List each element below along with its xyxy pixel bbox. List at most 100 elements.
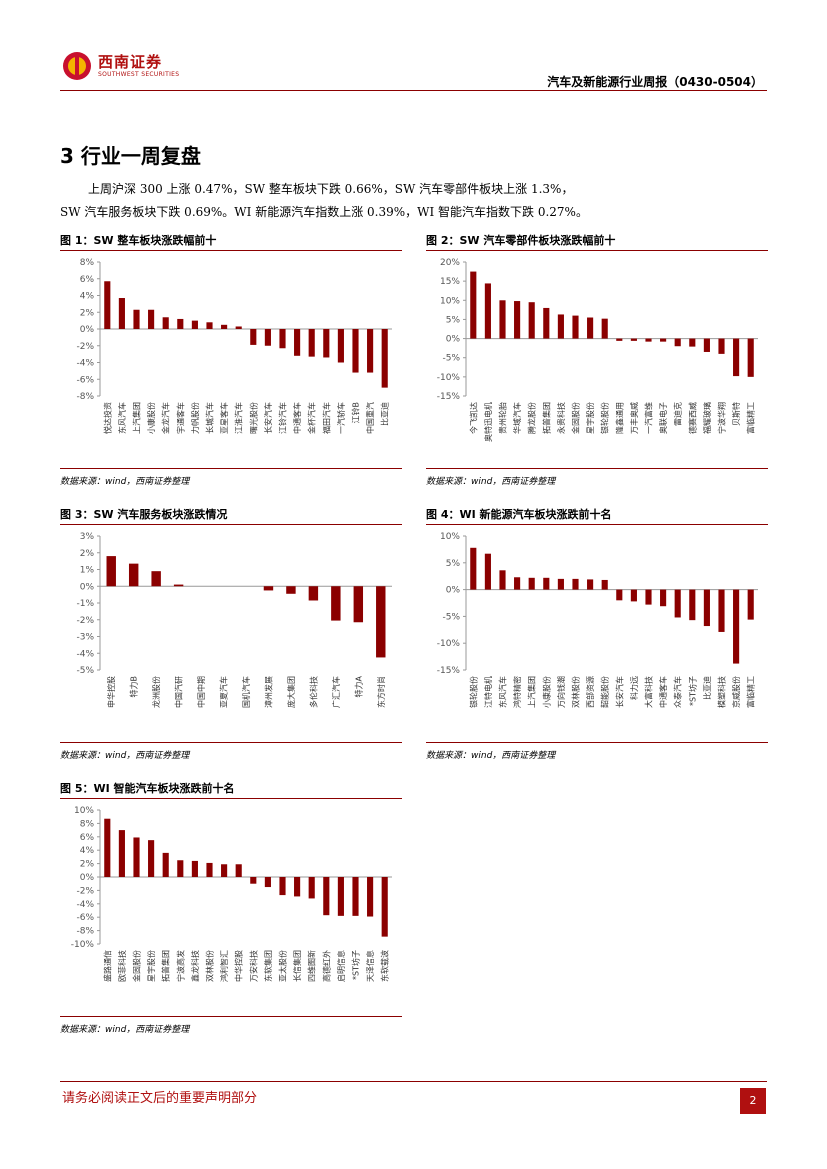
- category-label: 江淮汽车: [234, 402, 244, 434]
- category-label: 银轮股份: [468, 676, 478, 708]
- bar: [470, 547, 477, 590]
- bar: [323, 329, 330, 358]
- y-tick-label: -8%: [76, 927, 94, 937]
- category-label: 长安汽车: [614, 676, 624, 708]
- bar: [557, 578, 564, 590]
- category-label: 星宇股份: [146, 950, 156, 982]
- category-label: 中国重汽: [365, 402, 375, 434]
- category-label: 大富科技: [644, 676, 654, 708]
- y-tick-label: -1%: [76, 599, 94, 609]
- bar: [601, 318, 608, 339]
- bar: [689, 338, 696, 347]
- y-tick-label: -6%: [76, 375, 94, 385]
- category-label: 长安汽车: [263, 402, 273, 434]
- logo-mark-icon: [63, 52, 91, 80]
- bar: [106, 556, 116, 587]
- logo-text-cn: 西南证券: [98, 53, 163, 71]
- bar: [286, 586, 296, 594]
- bar: [381, 329, 388, 388]
- category-label: 东风汽车: [117, 402, 127, 434]
- category-label: 特力A: [353, 675, 363, 697]
- chart-svg: -10% -8% -6% -4% -2% 0% 2% 4% 6% 8% 10% 盛路通信 欧菲科技 金固股…: [71, 806, 392, 982]
- category-label: 小康股份: [146, 402, 156, 434]
- y-tick-label: 4%: [80, 846, 95, 856]
- figure-3-title: 图 3：SW 汽车服务板块涨跌情况: [60, 508, 228, 521]
- category-label: 亚星客车: [219, 402, 229, 434]
- bar: [630, 338, 637, 341]
- bar: [308, 586, 319, 601]
- category-label: *ST坊子: [351, 950, 361, 980]
- category-label: 中国汽研: [174, 676, 184, 708]
- bar: [703, 589, 710, 627]
- bar: [151, 571, 161, 587]
- bar: [264, 329, 271, 346]
- bar: [601, 579, 608, 590]
- bar: [148, 309, 155, 329]
- bar: [572, 578, 579, 590]
- bar: [660, 589, 667, 607]
- y-tick-label: -2%: [76, 342, 94, 352]
- y-tick-label: -8%: [76, 392, 94, 402]
- category-label: 比亚迪: [380, 402, 390, 426]
- figure-5-top-rule: [60, 798, 402, 799]
- bar: [323, 877, 330, 916]
- summary-paragraph-1: 上周沪深 300 上涨 0.47%，SW 整车板块下跌 0.66%，SW 汽车零…: [88, 182, 574, 196]
- category-label: 广汇汽车: [331, 676, 341, 708]
- category-label: 宇通客车: [175, 402, 185, 434]
- header-divider: [60, 90, 767, 91]
- bar: [528, 302, 535, 339]
- bar: [528, 577, 535, 590]
- y-tick-label: -15%: [437, 392, 461, 402]
- category-label: 科力远: [629, 676, 639, 700]
- y-tick-label: 6%: [80, 275, 95, 285]
- figure-2-title: 图 2：SW 汽车零部件板块涨跌幅前十: [426, 234, 616, 247]
- bar: [470, 271, 477, 339]
- y-tick-label: 1%: [80, 566, 95, 576]
- category-label: 雷迪克: [673, 402, 683, 426]
- y-tick-label: -10%: [437, 639, 461, 649]
- y-tick-label: 10%: [74, 806, 94, 816]
- category-label: 江特电机: [483, 676, 493, 708]
- bar: [674, 338, 681, 347]
- logo-text-en: SOUTHWEST SECURITIES: [98, 71, 180, 78]
- y-tick-label: -10%: [71, 940, 95, 950]
- y-tick-label: 5%: [446, 559, 461, 569]
- category-label: 长信集团: [292, 950, 302, 982]
- bar: [133, 837, 140, 877]
- y-tick-label: 8%: [80, 819, 95, 829]
- bar: [279, 329, 286, 349]
- category-label: 江铃汽车: [278, 402, 288, 434]
- figure-3-source: 数据来源：wind，西南证券整理: [60, 751, 190, 761]
- bar: [221, 864, 228, 877]
- footer-disclaimer: 请务必阅读正文后的重要声明部分: [62, 1091, 258, 1106]
- bar: [587, 317, 594, 339]
- y-tick-label: 4%: [80, 292, 95, 302]
- bar: [674, 589, 681, 618]
- category-label: 中华控股: [234, 950, 244, 982]
- category-label: 启明信息: [336, 950, 346, 982]
- y-tick-label: 0%: [80, 582, 95, 592]
- figure-5-source: 数据来源：wind，西南证券整理: [60, 1025, 190, 1035]
- bar: [367, 877, 374, 917]
- category-label: 福田汽车: [321, 402, 331, 434]
- category-label: 隆鑫通用: [614, 402, 624, 434]
- bar: [191, 860, 198, 877]
- bar: [557, 314, 564, 339]
- y-tick-label: 0%: [446, 335, 461, 345]
- category-label: 德赛西威: [687, 402, 697, 434]
- category-label: 曙光股份: [248, 402, 258, 434]
- y-tick-label: -15%: [437, 666, 461, 676]
- category-label: 星宇股份: [585, 402, 595, 434]
- figure-4-source: 数据来源：wind，西南证券整理: [426, 751, 556, 761]
- bar: [162, 317, 169, 329]
- category-label: 盛路通信: [102, 950, 112, 982]
- bar: [162, 852, 169, 877]
- y-tick-label: -2%: [76, 616, 94, 626]
- category-label: 西部资源: [585, 676, 595, 708]
- category-label: 贝斯特: [731, 402, 741, 426]
- figure-4-top-rule: [426, 524, 768, 525]
- figure-1-top-rule: [60, 250, 402, 251]
- category-label: 奥特迅电机: [483, 402, 493, 442]
- category-label: 双林股份: [571, 676, 581, 708]
- bar: [543, 577, 550, 590]
